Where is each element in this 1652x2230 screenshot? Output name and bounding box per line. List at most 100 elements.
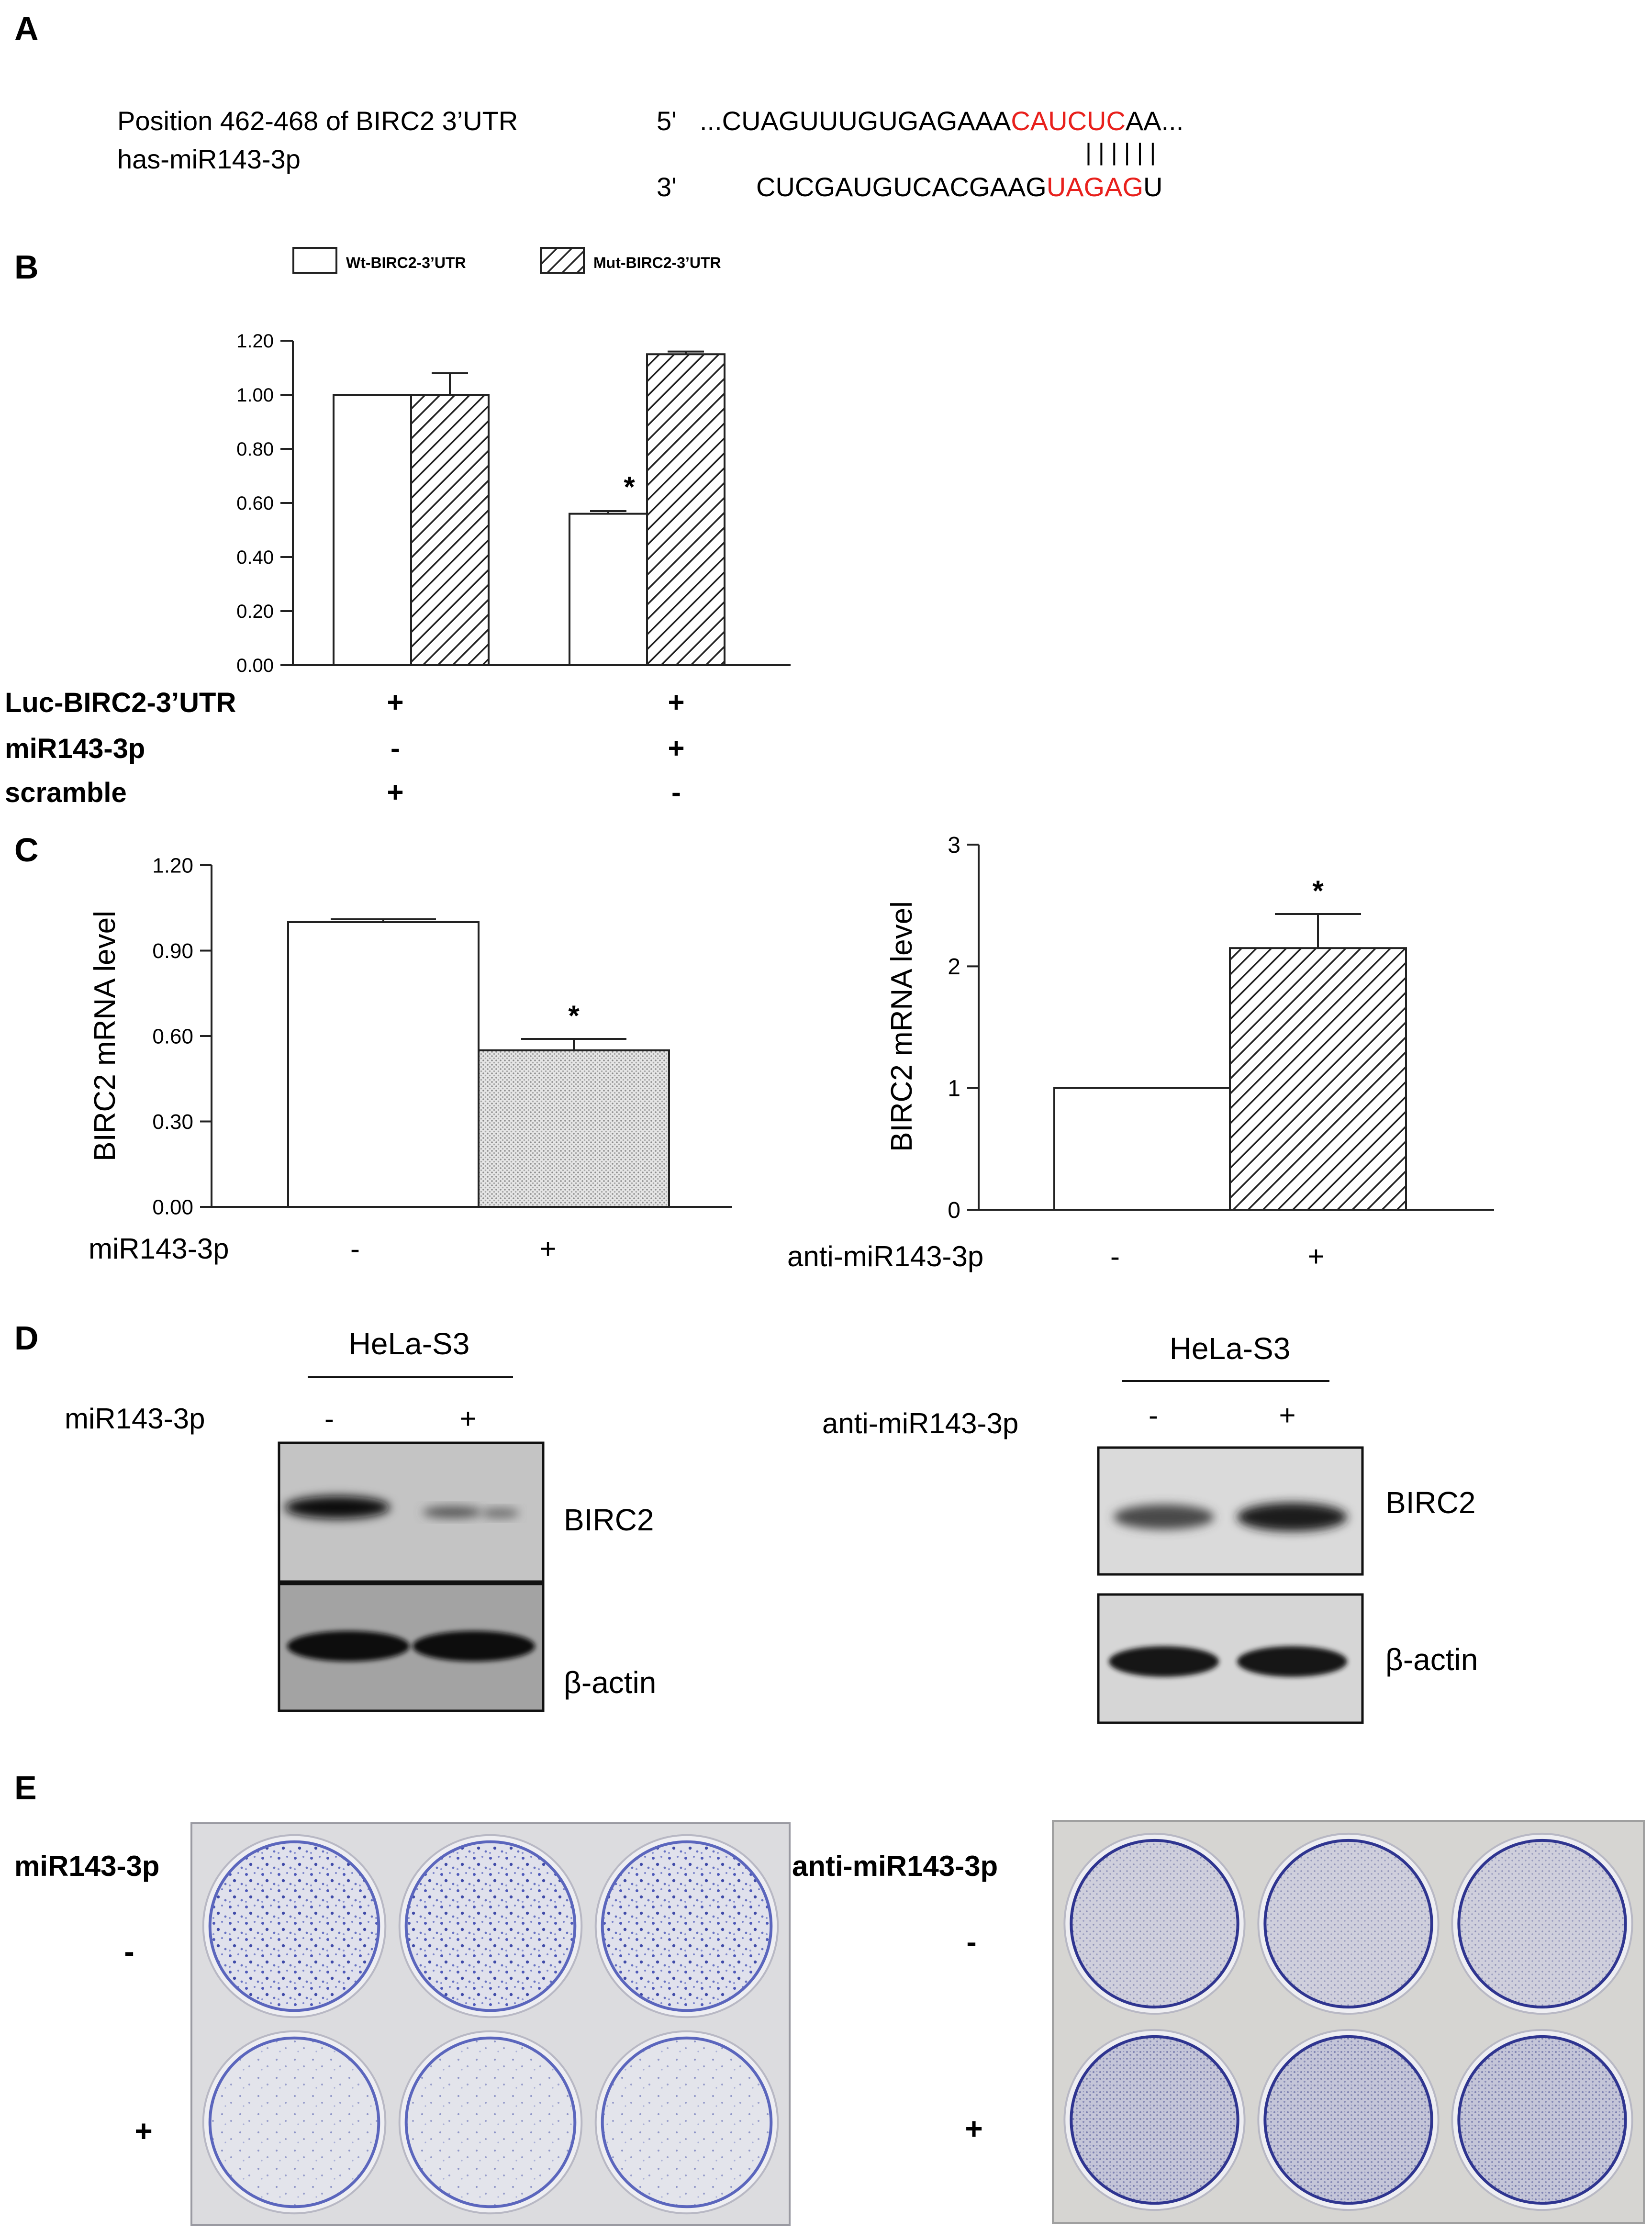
well <box>601 2036 773 2208</box>
panel-letter-e: E <box>14 1769 37 1806</box>
well <box>404 2036 577 2208</box>
well <box>404 1840 577 2012</box>
d-right-blot-birc2 <box>1097 1446 1364 1576</box>
utr-position-label: Position 462-468 of BIRC2 3’UTR <box>117 106 518 136</box>
bar <box>646 353 726 666</box>
well <box>208 1840 380 2012</box>
c-right-xrow-value: + <box>1307 1240 1324 1272</box>
well <box>1263 1839 1433 2009</box>
d-left-treat-value: - <box>324 1403 334 1435</box>
y-axis-label: BIRC2 mRNA level <box>89 911 122 1161</box>
blot-band <box>423 1506 482 1518</box>
d-left-band-birc2: BIRC2 <box>564 1503 654 1537</box>
e-left-row-plus: + <box>134 2114 152 2148</box>
blot-band <box>1237 1646 1347 1677</box>
y-tick-label: 0.80 <box>236 439 274 460</box>
colony-plate-mir143 <box>190 1822 791 2226</box>
mirna-sequence: CUCGAUGUCACGAAGUAGAGU <box>756 172 1162 202</box>
chart-c-right: 0 1 2 3 * BIRC2 mRNA level <box>885 833 1494 1223</box>
d-left-treat-value: + <box>459 1403 476 1435</box>
legend-swatch <box>540 247 585 274</box>
panel-letter-a: A <box>14 10 39 47</box>
d-right-treatment: anti-miR143-3p <box>822 1407 1018 1439</box>
bar <box>410 394 490 666</box>
d-right-treat-value: - <box>1149 1399 1158 1431</box>
d-left-cell-line: HeLa-S3 <box>349 1327 470 1361</box>
panel-letter-c: C <box>14 831 39 869</box>
y-tick-label: 1.00 <box>236 385 274 406</box>
base-pairing-lines: | | | | | | <box>1085 139 1156 166</box>
e-right-label: anti-miR143-3p <box>792 1850 998 1882</box>
e-left-label: miR143-3p <box>14 1850 159 1882</box>
bar <box>569 513 648 666</box>
condition-value: + <box>668 686 684 718</box>
d-right-treat-value: + <box>1279 1399 1295 1431</box>
y-axis-label: BIRC2 mRNA level <box>885 901 918 1152</box>
d-right-band-actin: β-actin <box>1385 1642 1478 1677</box>
y-tick-label: 1.20 <box>236 331 274 352</box>
d-right-band-birc2: BIRC2 <box>1385 1485 1476 1520</box>
c-right-xrow-value: - <box>1110 1240 1120 1272</box>
y-tick-label: 1 <box>948 1076 960 1101</box>
chart-c-left: 0.00 0.30 0.60 0.90 1.20 * BIRC2 mRNA level <box>89 854 732 1219</box>
condition-value: - <box>671 776 681 808</box>
mirna-3-prime: 3' <box>657 172 677 202</box>
well <box>208 2036 380 2208</box>
d-right-cell-line: HeLa-S3 <box>1170 1331 1291 1366</box>
condition-value: + <box>387 776 403 808</box>
panel-letter-b: B <box>14 248 39 286</box>
c-left-xrow-value: - <box>350 1233 360 1265</box>
y-tick-label: 2 <box>948 954 960 980</box>
y-tick-label: 0.90 <box>152 939 193 963</box>
utr-5-prime: 5' <box>657 106 677 136</box>
condition-value: + <box>387 686 403 718</box>
blot-band <box>481 1508 519 1518</box>
d-left-band-actin: β-actin <box>564 1665 656 1700</box>
condition-label-scramble: scramble <box>5 777 127 808</box>
bar <box>287 921 480 1208</box>
colony-plate-anti-mir143 <box>1052 1820 1645 2224</box>
bar <box>333 394 412 666</box>
c-left-xrow-label: miR143-3p <box>89 1233 229 1265</box>
y-tick-label: 0.20 <box>236 601 274 622</box>
y-tick-label: 0.60 <box>236 493 274 514</box>
well <box>1457 2035 1627 2205</box>
mirna-name-label: has-miR143-3p <box>117 144 301 174</box>
y-tick-label: 0.30 <box>152 1110 193 1134</box>
d-right-blot-actin <box>1097 1593 1364 1724</box>
c-right-xrow-label: anti-miR143-3p <box>787 1240 983 1272</box>
d-left-blot-birc2 <box>278 1441 545 1583</box>
y-tick-label: 1.20 <box>152 854 193 877</box>
blot-band <box>413 1631 535 1661</box>
legend-label: Mut-BIRC2-3’UTR <box>593 254 721 271</box>
blot-band <box>1109 1646 1219 1677</box>
chart-b-luciferase: 0.00 0.20 0.40 0.60 0.80 1.00 1.20 * Wt-BIRC2-3’… <box>236 247 791 676</box>
condition-label-mir: miR143-3p <box>5 733 145 764</box>
d-left-treatment: miR143-3p <box>65 1403 205 1435</box>
bar <box>1053 1087 1231 1211</box>
blot-band <box>285 1496 390 1519</box>
c-left-xrow-value: + <box>539 1233 556 1265</box>
well <box>1070 2035 1239 2205</box>
blot-band <box>1114 1505 1214 1529</box>
e-left-row-minus: - <box>124 1934 134 1969</box>
significance-star: * <box>568 1000 580 1032</box>
y-tick-label: 3 <box>948 833 960 858</box>
significance-star: * <box>624 471 635 503</box>
well <box>1263 2035 1433 2205</box>
blot-band <box>1237 1503 1347 1531</box>
panel-letter-d: D <box>14 1319 39 1357</box>
significance-star: * <box>1312 875 1324 907</box>
e-right-row-plus: + <box>965 2111 982 2146</box>
condition-value: + <box>668 732 684 764</box>
well <box>601 1840 773 2012</box>
d-left-blot-actin <box>278 1583 545 1712</box>
bar <box>478 1049 670 1208</box>
condition-label-luc: Luc-BIRC2-3’UTR <box>5 687 236 718</box>
bar <box>1229 947 1407 1211</box>
utr-sequence: ...CUAGUUUGUGAGAAACAUCUCAA... <box>700 106 1183 136</box>
blot-band <box>287 1631 410 1661</box>
y-tick-label: 0 <box>948 1198 960 1223</box>
well <box>1457 1839 1627 2009</box>
